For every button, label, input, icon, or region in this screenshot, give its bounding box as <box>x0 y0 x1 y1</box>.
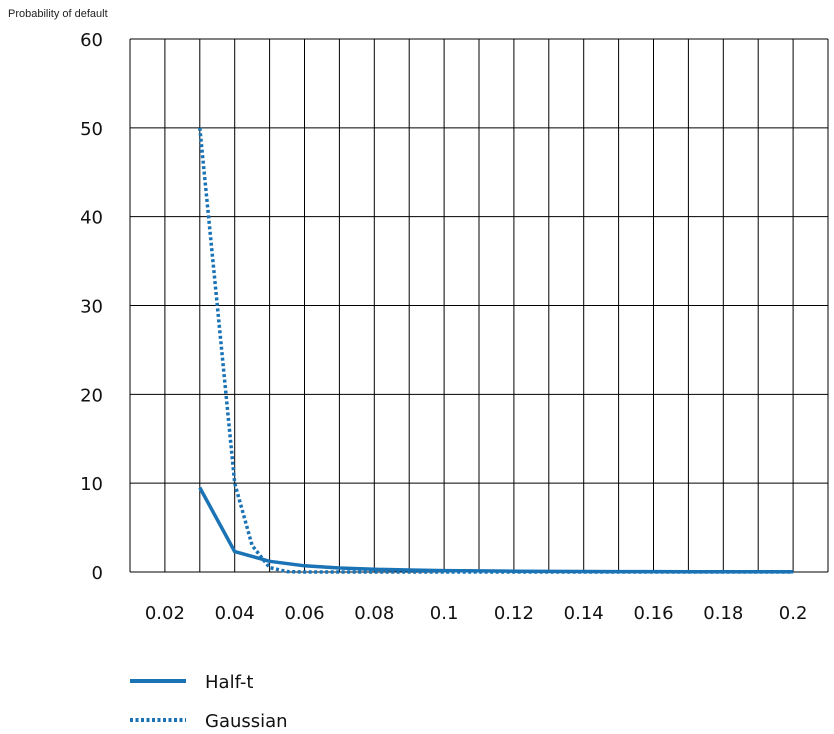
legend: Half-t Gaussian <box>130 672 288 732</box>
y-tick-label: 20 <box>80 385 103 406</box>
legend-label: Gaussian <box>205 711 288 732</box>
x-tick-label: 0.2 <box>779 603 808 624</box>
x-tick-label: 0.1 <box>430 603 459 624</box>
series-line-half-t <box>198 486 794 574</box>
x-tick-label: 0.08 <box>354 603 394 624</box>
y-axis-title: Probability of default <box>8 8 108 20</box>
series-lines <box>198 127 794 574</box>
grid <box>129 38 829 573</box>
legend-label: Half-t <box>205 672 253 693</box>
x-tick-label: 0.16 <box>633 603 673 624</box>
x-axis-ticks: 0.02 0.04 0.06 0.08 0.1 0.12 0.14 0.16 0.18 0.2 <box>145 603 808 624</box>
y-tick-label: 30 <box>80 297 103 318</box>
y-tick-label: 50 <box>80 119 103 140</box>
x-tick-label: 0.12 <box>494 603 534 624</box>
x-tick-label: 0.14 <box>564 603 604 624</box>
series-line-gaussian <box>198 127 794 574</box>
y-tick-label: 10 <box>80 474 103 495</box>
y-axis-ticks: 0 10 20 30 40 50 60 <box>80 30 103 584</box>
y-tick-label: 40 <box>80 208 103 229</box>
x-tick-label: 0.18 <box>703 603 743 624</box>
x-tick-label: 0.04 <box>215 603 255 624</box>
y-tick-label: 60 <box>80 30 103 51</box>
x-tick-label: 0.06 <box>284 603 324 624</box>
x-tick-label: 0.02 <box>145 603 185 624</box>
y-tick-label: 0 <box>92 563 103 584</box>
